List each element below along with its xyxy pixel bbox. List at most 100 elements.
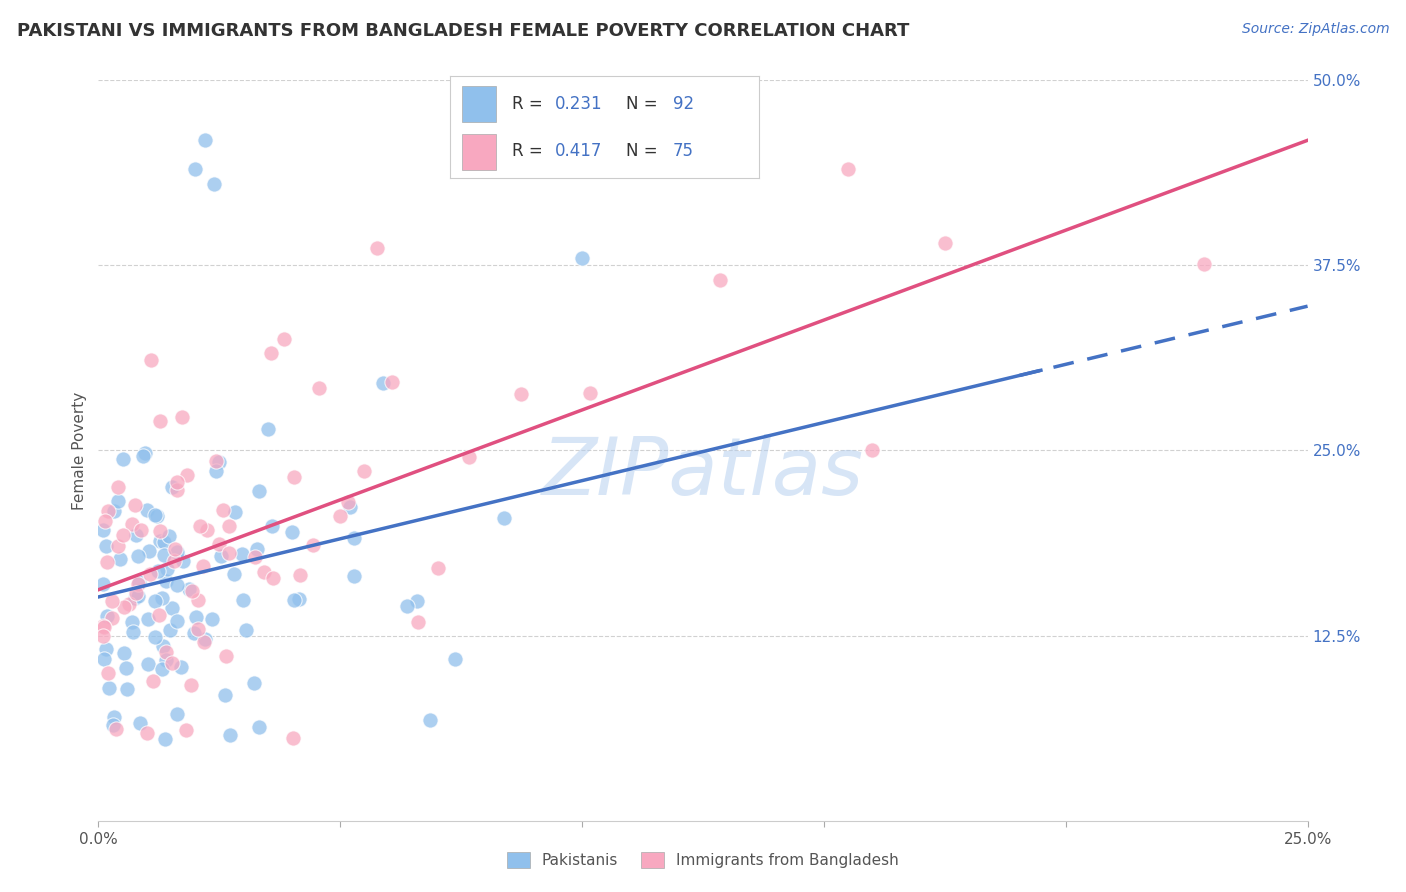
Point	[141, 352, 163, 367]
Point	[136, 725, 159, 739]
Point	[111, 528, 134, 542]
Point	[101, 594, 124, 608]
Point	[153, 548, 176, 562]
Point	[215, 649, 238, 664]
Point	[96, 555, 118, 569]
Point	[108, 552, 131, 566]
Point	[91, 577, 114, 591]
Point	[231, 592, 253, 607]
Point	[135, 502, 157, 516]
Point	[195, 523, 218, 537]
Point	[96, 641, 118, 656]
Point	[136, 657, 159, 672]
Point	[578, 386, 600, 401]
Point	[155, 653, 177, 667]
Text: 0.417: 0.417	[555, 142, 602, 160]
Point	[118, 597, 141, 611]
Point	[155, 574, 177, 588]
Point	[183, 626, 205, 640]
Point	[406, 615, 429, 629]
Text: 75: 75	[672, 142, 693, 160]
Point	[107, 480, 129, 494]
Point	[243, 676, 266, 690]
Point	[94, 539, 117, 553]
Point	[124, 591, 146, 605]
Point	[246, 541, 269, 556]
Point	[231, 548, 253, 562]
Point	[381, 376, 404, 390]
Point	[406, 594, 429, 608]
Point	[101, 611, 124, 625]
Text: N =: N =	[626, 142, 664, 160]
Point	[134, 446, 156, 460]
Point	[165, 541, 187, 556]
Point	[193, 635, 215, 649]
Point	[166, 475, 188, 489]
Point	[194, 632, 217, 646]
Point	[191, 558, 214, 573]
Point	[214, 688, 236, 702]
Point	[149, 414, 172, 428]
Point	[208, 536, 231, 550]
Point	[93, 619, 115, 633]
Point	[128, 574, 150, 589]
Text: 92: 92	[672, 95, 693, 112]
Point	[166, 545, 188, 559]
Point	[125, 586, 148, 600]
Point	[138, 543, 160, 558]
Point	[418, 713, 440, 727]
Point	[163, 554, 186, 568]
Legend: Pakistanis, Immigrants from Bangladesh: Pakistanis, Immigrants from Bangladesh	[499, 845, 907, 876]
Point	[96, 609, 118, 624]
Point	[339, 500, 361, 514]
Point	[1192, 256, 1215, 270]
Point	[97, 666, 120, 681]
Point	[127, 549, 149, 564]
Point	[252, 566, 274, 580]
Point	[129, 716, 152, 731]
Point	[187, 622, 209, 636]
Point	[91, 629, 114, 643]
Point	[103, 718, 125, 732]
Point	[160, 480, 183, 494]
Point	[111, 451, 134, 466]
Point	[427, 561, 450, 575]
Point	[153, 534, 176, 549]
Point	[93, 651, 115, 665]
Point	[121, 625, 143, 640]
Point	[172, 409, 194, 424]
Point	[187, 593, 209, 607]
Point	[115, 661, 138, 675]
Text: PAKISTANI VS IMMIGRANTS FROM BANGLADESH FEMALE POVERTY CORRELATION CHART: PAKISTANI VS IMMIGRANTS FROM BANGLADESH …	[17, 22, 910, 40]
Point	[329, 509, 352, 524]
Point	[103, 710, 125, 724]
Point	[273, 332, 295, 346]
Point	[510, 387, 533, 401]
Point	[166, 577, 188, 591]
Point	[188, 518, 211, 533]
Point	[308, 381, 330, 395]
Point	[160, 656, 183, 670]
Point	[396, 599, 419, 613]
Point	[224, 505, 246, 519]
Point	[184, 162, 207, 177]
Point	[103, 503, 125, 517]
Point	[94, 514, 117, 528]
Point	[91, 523, 114, 537]
Point	[146, 508, 169, 523]
Point	[97, 681, 120, 695]
Point	[281, 524, 304, 539]
Point	[112, 599, 135, 614]
Point	[934, 236, 956, 251]
Point	[288, 568, 311, 582]
Point	[177, 582, 200, 596]
Point	[288, 592, 311, 607]
Point	[172, 554, 194, 568]
Point	[373, 376, 395, 390]
Point	[336, 495, 359, 509]
Y-axis label: Female Poverty: Female Poverty	[72, 392, 87, 509]
Point	[837, 162, 859, 177]
Point	[180, 678, 202, 692]
Point	[494, 511, 516, 525]
Point	[366, 241, 388, 255]
